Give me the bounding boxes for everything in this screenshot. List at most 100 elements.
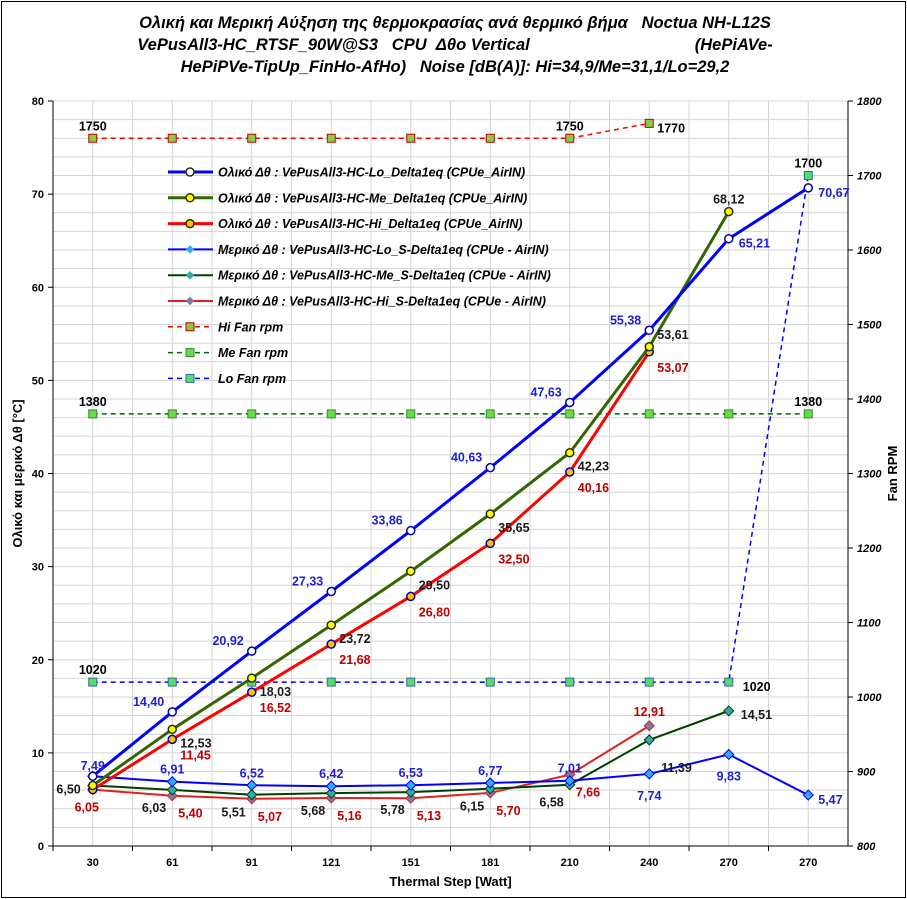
- y-axis-title: Ολικό και μερικό Δθ [°C]: [10, 399, 25, 547]
- y-tick-label: 30: [32, 562, 44, 574]
- chart-title: Ολική και Μερική Αύξηση της θερμοκρασίας…: [40, 12, 870, 78]
- y2-tick-label: 1000: [857, 692, 882, 704]
- legend-marker: [185, 348, 195, 358]
- point-marker-7: [803, 409, 813, 419]
- title-line-1: Ολική και Μερική Αύξηση της θερμοκρασίας…: [139, 14, 771, 32]
- point-marker-1: [565, 447, 575, 458]
- point-marker-7: [326, 409, 336, 419]
- point-marker-3: [723, 748, 735, 761]
- series-line-2: [91, 350, 651, 791]
- point-marker-0: [803, 183, 813, 193]
- title-line-2: VePusAll3-HC_RTSF_90W@S3 CPU Δθo Vertica…: [137, 36, 773, 54]
- legend-marker: [185, 270, 195, 280]
- y2-axis-title: Fan RPM: [885, 446, 900, 502]
- title-line-3: HePiPVe-TipUp_FinHo-AfHo) Noise [dB(A)]:…: [180, 58, 730, 76]
- data-label: 5,07: [258, 810, 282, 824]
- point-marker-8: [724, 677, 734, 687]
- data-label: 6,91: [160, 763, 184, 777]
- data-label: 40,63: [451, 451, 482, 465]
- y2-tick-label: 1100: [857, 618, 882, 630]
- point-marker-3: [405, 779, 417, 791]
- data-label: 6,50: [56, 782, 80, 796]
- y2-tick-label: 1500: [857, 320, 882, 332]
- data-label: 5,13: [417, 809, 441, 823]
- x-tick-label: 30: [87, 857, 99, 869]
- point-marker-6: [485, 133, 495, 143]
- data-label: 1750: [556, 119, 584, 133]
- data-label: 11,39: [661, 761, 692, 775]
- data-label: 32,50: [498, 552, 529, 566]
- legend-marker: [185, 373, 195, 383]
- data-label: 1770: [657, 121, 685, 135]
- point-marker-6: [88, 133, 98, 143]
- data-label: 55,38: [610, 313, 641, 327]
- y-tick-label: 10: [32, 748, 44, 760]
- data-label: 40,16: [578, 481, 609, 495]
- point-marker-7: [406, 409, 416, 419]
- point-marker-1: [247, 673, 257, 683]
- point-marker-7: [167, 409, 177, 419]
- point-marker-3: [166, 775, 178, 788]
- legend-marker: [185, 193, 195, 203]
- point-marker-0: [724, 233, 734, 244]
- point-marker-0: [406, 525, 416, 536]
- legend-entry: Μερικό Δθ : VePusAll3-HC-Me_S-Delta1eq (…: [218, 269, 551, 283]
- data-label: 1020: [743, 680, 771, 694]
- data-label: 6,05: [75, 801, 99, 815]
- data-label: 12,53: [180, 736, 211, 750]
- series-line-5: [92, 724, 650, 800]
- legend-entry: Μερικό Δθ : VePusAll3-HC-Hi_S-Delta1eq (…: [218, 295, 546, 309]
- data-label: 9,83: [717, 769, 741, 783]
- y2-tick-label: 1800: [857, 96, 882, 108]
- data-label: 7,49: [81, 759, 105, 773]
- point-marker-8: [406, 677, 416, 687]
- point-marker-7: [247, 409, 257, 419]
- data-label: 7,01: [558, 762, 582, 776]
- legend-entry: Ολικό Δθ : VePusAll3-HC-Hi_Delta1eq (CPU…: [218, 217, 522, 231]
- x-axis-title: Thermal Step [Watt]: [389, 874, 511, 889]
- series-line-0: [91, 186, 810, 778]
- series-line-3: [92, 753, 809, 796]
- y2-tick-label: 1200: [857, 543, 882, 555]
- point-marker-7: [88, 409, 98, 419]
- point-marker-0: [644, 325, 654, 336]
- data-label: 7,66: [576, 786, 600, 800]
- data-label: 53,61: [657, 328, 688, 342]
- point-marker-8: [803, 171, 813, 180]
- point-marker-2: [167, 734, 177, 745]
- point-marker-8: [485, 677, 495, 687]
- point-marker-2: [247, 687, 257, 697]
- point-marker-0: [326, 586, 336, 597]
- point-marker-0: [565, 397, 575, 408]
- y-tick-label: 60: [32, 282, 44, 294]
- y-tick-label: 50: [32, 375, 44, 387]
- point-marker-1: [485, 509, 495, 519]
- y2-tick-label: 900: [857, 767, 876, 779]
- data-label: 5,70: [496, 804, 520, 818]
- legend-entry: Μερικό Δθ : VePusAll3-HC-Lo_S-Delta1eq (…: [218, 243, 549, 257]
- legend-marker: [185, 167, 195, 177]
- point-marker-0: [88, 771, 98, 781]
- point-marker-3: [325, 780, 337, 792]
- point-marker-4: [643, 734, 655, 746]
- legend-entry: Ολικό Δθ : VePusAll3-HC-Lo_Delta1eq (CPU…: [218, 166, 525, 180]
- data-label: 6,52: [240, 766, 264, 780]
- data-label: 23,72: [339, 632, 370, 646]
- point-marker-8: [88, 677, 98, 687]
- point-marker-4: [484, 783, 496, 795]
- point-marker-4: [723, 705, 735, 717]
- point-marker-8: [644, 677, 654, 687]
- data-label: 14,40: [133, 695, 164, 709]
- point-marker-2: [485, 538, 495, 549]
- point-marker-7: [724, 409, 734, 419]
- point-marker-3: [564, 775, 576, 787]
- x-tick-label: 121: [322, 857, 340, 869]
- point-marker-2: [406, 591, 416, 602]
- data-label: 16,52: [260, 701, 291, 715]
- legend-marker: [185, 322, 195, 332]
- x-tick-label: 240: [640, 857, 658, 869]
- point-marker-6: [565, 133, 575, 143]
- data-label: 5,68: [301, 804, 325, 818]
